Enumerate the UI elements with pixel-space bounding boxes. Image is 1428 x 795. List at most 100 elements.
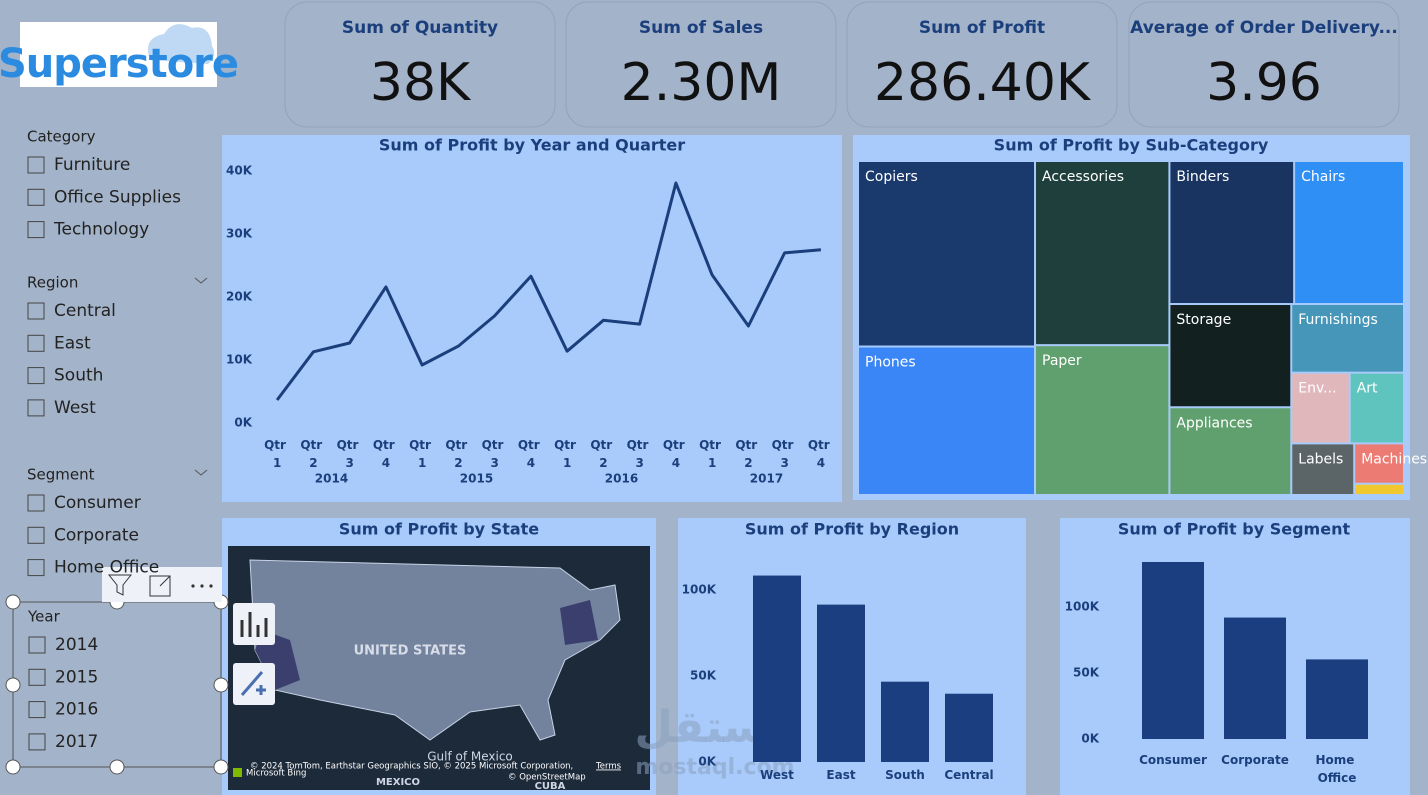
treemap-tile[interactable] <box>1350 373 1403 443</box>
y-tick-label: 100K <box>682 583 717 597</box>
checkbox[interactable] <box>27 302 45 320</box>
treemap-label: Art <box>1357 381 1378 397</box>
filter-icon[interactable] <box>107 574 133 596</box>
treemap-label: Furnishings <box>1298 312 1378 328</box>
slicer-item[interactable]: 2016 <box>55 700 98 720</box>
more-icon[interactable] <box>191 584 213 588</box>
map-label: CUBA <box>535 781 566 792</box>
chevron[interactable] <box>194 277 208 476</box>
slicer-item[interactable]: West <box>54 398 96 418</box>
map-label: MEXICO <box>376 777 420 788</box>
x-tick-label: Qtr 3 <box>772 438 798 470</box>
treemap-tile[interactable] <box>1170 162 1294 304</box>
focus-icon[interactable] <box>149 575 171 597</box>
treemap-tile[interactable] <box>1036 162 1169 345</box>
slicer-item[interactable]: Consumer <box>54 493 141 513</box>
slicer-item[interactable]: Office Supplies <box>54 187 181 207</box>
slicer-item[interactable]: South <box>54 366 103 386</box>
map-terms[interactable]: Terms <box>595 762 622 772</box>
slicer-item[interactable]: Technology <box>53 220 149 240</box>
x-tick-label: Qtr 1 <box>699 438 725 470</box>
slicer-item[interactable]: 2015 <box>55 667 98 687</box>
checkbox[interactable] <box>27 367 45 385</box>
checkbox[interactable] <box>28 701 46 719</box>
chart-title: Sum of Profit by Year and Quarter <box>379 136 685 155</box>
x-tick-label: Qtr 3 <box>627 438 653 470</box>
y-tick-label: 50K <box>690 669 717 683</box>
checkbox[interactable] <box>27 334 45 352</box>
bar[interactable] <box>753 575 801 762</box>
treemap-label: Accessories <box>1042 169 1124 185</box>
slicer-item[interactable]: Corporate <box>54 525 139 545</box>
chart-title: Sum of Profit by State <box>339 520 539 539</box>
x-tick-label: South <box>885 768 925 782</box>
slicer-item[interactable]: Home Office <box>54 558 159 578</box>
treemap-tile[interactable] <box>1292 305 1403 372</box>
checkbox[interactable] <box>27 188 45 206</box>
x-group-label: 2015 <box>460 472 493 486</box>
kpi-title: Sum of Profit <box>919 18 1045 38</box>
slicer-item[interactable]: 2017 <box>55 732 98 752</box>
bar[interactable] <box>881 681 929 762</box>
y-tick-label: 0K <box>698 755 716 769</box>
bar[interactable] <box>1224 617 1286 739</box>
map-button[interactable] <box>233 603 275 645</box>
treemap-tile[interactable] <box>1170 305 1291 407</box>
logo: Superstore <box>0 41 238 87</box>
checkbox[interactable] <box>27 526 45 544</box>
treemap-tile[interactable] <box>859 347 1035 494</box>
y-tick-label: 20K <box>226 290 253 304</box>
treemap-tile[interactable] <box>1295 162 1403 304</box>
slicer-item[interactable]: Central <box>54 301 116 321</box>
bar[interactable] <box>817 604 865 762</box>
x-tick-label: Qtr 4 <box>373 438 399 470</box>
y-tick-label: 10K <box>226 353 253 367</box>
kpi-card <box>284 1 556 128</box>
treemap-tile[interactable] <box>1036 346 1169 494</box>
treemap-tile[interactable] <box>859 162 1035 346</box>
slicer-item[interactable]: Furniture <box>54 155 130 175</box>
bar[interactable] <box>1306 659 1368 739</box>
x-tick-label: Consumer <box>1139 753 1207 767</box>
map-attribution: © OpenStreetMap <box>508 773 586 783</box>
map-country[interactable] <box>249 559 621 741</box>
checkbox[interactable] <box>27 494 45 512</box>
x-group-label: 2017 <box>750 472 783 486</box>
checkbox[interactable] <box>27 399 45 417</box>
x-tick-label: Home Office <box>1315 753 1358 785</box>
bar[interactable] <box>945 693 993 762</box>
treemap-tile[interactable] <box>1170 408 1291 494</box>
treemap-tile[interactable] <box>1292 373 1349 443</box>
x-tick-label: East <box>826 768 855 782</box>
treemap-tile[interactable] <box>1355 484 1403 494</box>
map-button[interactable] <box>233 663 275 705</box>
bar[interactable] <box>1142 561 1204 739</box>
map-label: Gulf of Mexico <box>427 750 513 764</box>
checkbox[interactable] <box>28 636 46 654</box>
chart-title: Sum of Profit by Sub-Category <box>994 136 1269 155</box>
kpi-title: Sum of Sales <box>639 18 763 38</box>
map-state[interactable] <box>560 600 598 645</box>
treemap-label: Binders <box>1176 169 1229 185</box>
checkbox[interactable] <box>27 221 45 239</box>
checkbox[interactable] <box>28 733 46 751</box>
y-tick-label: 30K <box>226 227 253 241</box>
checkbox[interactable] <box>27 156 45 174</box>
y-tick-label: 0K <box>234 416 252 430</box>
treemap-label: Paper <box>1042 353 1082 369</box>
y-tick-label: 100K <box>1065 600 1100 614</box>
treemap-tile[interactable] <box>1355 444 1403 483</box>
slicer-item[interactable]: East <box>54 333 91 353</box>
slicer-item[interactable]: 2014 <box>55 635 98 655</box>
slicer-title: Segment <box>27 466 95 484</box>
x-tick-label: Central <box>944 768 993 782</box>
logo-cloud <box>147 24 215 64</box>
slicer-title: Category <box>27 128 96 146</box>
kpi-card <box>846 1 1118 128</box>
kpi-value: 38K <box>370 53 472 113</box>
x-tick-label: Qtr 3 <box>337 438 363 470</box>
treemap-tile[interactable] <box>1292 444 1354 494</box>
checkbox[interactable] <box>28 668 46 686</box>
checkbox[interactable] <box>27 559 45 577</box>
